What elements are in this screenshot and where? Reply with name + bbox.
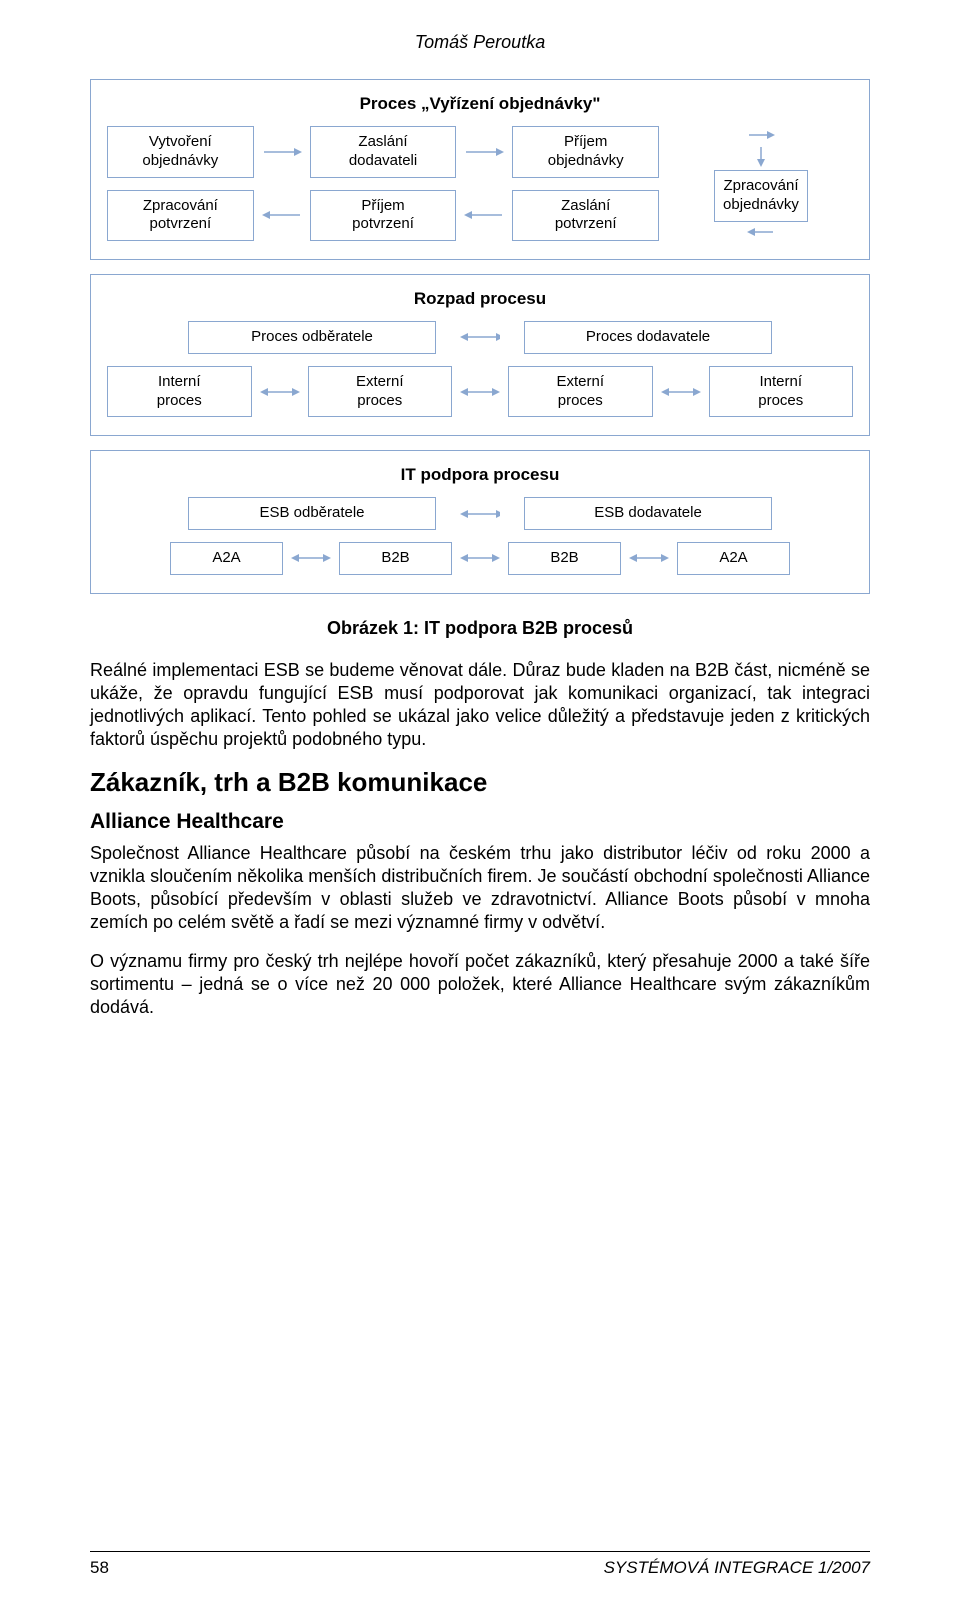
arrow-bi-icon [291, 548, 331, 568]
node-a2a-l: A2A [170, 542, 283, 575]
node-zaslani-dodavateli: Zaslánídodavateli [310, 126, 457, 178]
paragraph-3: O významu firmy pro český trh nejlépe ho… [90, 950, 870, 1019]
arrow-left-icon [747, 225, 775, 239]
paragraph-1: Reálné implementaci ESB se budeme věnova… [90, 659, 870, 751]
node-esb-odberatele: ESB odběratele [188, 497, 436, 530]
node-proces-dodavatele: Proces dodavatele [524, 321, 772, 354]
arrow-left-icon [262, 205, 302, 225]
node-externi-l: Externíproces [308, 366, 453, 418]
arrow-left-icon [464, 205, 504, 225]
arrow-bi-icon [629, 548, 669, 568]
arrow-bi-icon [460, 382, 500, 402]
arrow-down-icon [754, 145, 768, 167]
page-footer: 58 SYSTÉMOVÁ INTEGRACE 1/2007 [90, 1551, 870, 1578]
node-interni-r: Interníproces [709, 366, 854, 418]
node-externi-r: Externíproces [508, 366, 653, 418]
author-line: Tomáš Peroutka [90, 32, 870, 53]
node-b2b-r: B2B [508, 542, 621, 575]
node-esb-dodavatele: ESB dodavatele [524, 497, 772, 530]
arrow-right-icon [464, 142, 504, 162]
arrow-bi-icon [260, 382, 300, 402]
diagram-panel-3: IT podpora procesu ESB odběratele ESB do… [90, 450, 870, 594]
figure-caption: Obrázek 1: IT podpora B2B procesů [90, 618, 870, 639]
node-prijem-potvrzeni: Příjempotvrzení [310, 190, 457, 242]
arrow-right-icon [262, 142, 302, 162]
arrow-bi-icon [460, 327, 500, 347]
page-number: 58 [90, 1558, 109, 1578]
panel3-title: IT podpora procesu [107, 465, 853, 485]
node-b2b-l: B2B [339, 542, 452, 575]
arrow-right-icon [747, 128, 775, 142]
panel1-title: Proces „Vyřízení objednávky" [107, 94, 853, 114]
node-vytvoreni: Vytvořeníobjednávky [107, 126, 254, 178]
node-prijem-objednavky: Příjemobjednávky [512, 126, 659, 178]
diagram-panel-1: Proces „Vyřízení objednávky" Vytvořeníob… [90, 79, 870, 260]
node-zprac-objednavky: Zpracováníobjednávky [714, 170, 808, 222]
arrow-bi-icon [460, 504, 500, 524]
node-proces-odberatele: Proces odběratele [188, 321, 436, 354]
diagram-panel-2: Rozpad procesu Proces odběratele Proces … [90, 274, 870, 436]
paragraph-2: Společnost Alliance Healthcare působí na… [90, 842, 870, 934]
section-heading: Zákazník, trh a B2B komunikace [90, 767, 870, 798]
subsection-heading: Alliance Healthcare [90, 810, 870, 834]
panel2-title: Rozpad procesu [107, 289, 853, 309]
node-interni-l: Interníproces [107, 366, 252, 418]
node-zprac-potvrzeni: Zpracovánípotvrzení [107, 190, 254, 242]
node-zaslani-potvrzeni: Zaslánípotvrzení [512, 190, 659, 242]
arrow-bi-icon [460, 548, 500, 568]
arrow-bi-icon [661, 382, 701, 402]
journal-name: SYSTÉMOVÁ INTEGRACE 1/2007 [604, 1558, 870, 1578]
node-a2a-r: A2A [677, 542, 790, 575]
